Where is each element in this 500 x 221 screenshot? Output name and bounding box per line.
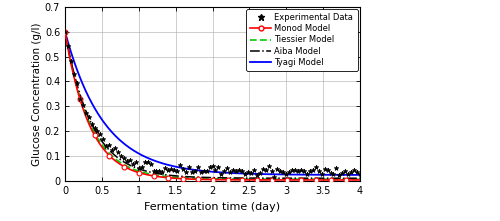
X-axis label: Fermentation time (day): Fermentation time (day): [144, 202, 280, 212]
Legend: Experimental Data, Monod Model, Tiessier Model, Aiba Model, Tyagi Model: Experimental Data, Monod Model, Tiessier…: [246, 9, 358, 71]
Y-axis label: Glucose Concentration (g/l): Glucose Concentration (g/l): [32, 22, 42, 166]
